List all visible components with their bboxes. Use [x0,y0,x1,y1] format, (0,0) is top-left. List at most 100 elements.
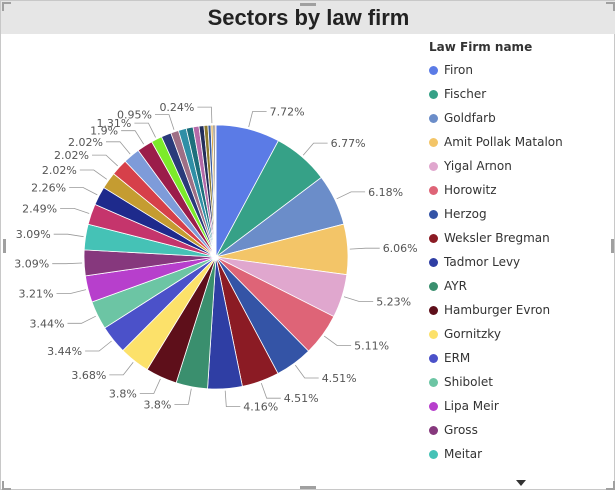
corner-handle-bottom-right [606,481,615,490]
legend-item[interactable]: AYR [429,274,609,298]
legend-marker [429,89,438,99]
chart-title: Sectors by law firm [207,5,410,30]
legend-item[interactable]: Hamburger Evron [429,298,609,322]
leader-line [336,191,366,200]
legend-item[interactable]: Gross [429,418,609,442]
legend-marker [429,257,438,267]
leader-line [53,233,84,238]
legend-marker [429,209,438,219]
leader-line [67,315,96,324]
legend-item[interactable]: Amit Pollak Matalon [429,130,609,154]
legend-item[interactable]: Shibolet [429,370,609,394]
resize-handle-left[interactable] [3,239,6,253]
legend-label: Meitar [444,447,483,461]
data-label: 3.44% [30,317,65,330]
legend-label: Fischer [444,87,487,101]
legend-title: Law Firm name [429,40,533,54]
legend-marker [429,401,438,411]
legend-label: Weksler Bregman [444,231,550,245]
leader-line [109,362,134,376]
legend-marker [429,353,438,363]
leader-line [139,378,161,394]
data-label: 3.21% [19,288,54,301]
leader-line [121,130,145,145]
leader-line [85,340,112,352]
corner-handle-top-right [606,2,615,11]
legend-marker [429,185,438,195]
leader-line [134,122,156,138]
data-label: 2.26% [31,182,66,195]
legend-item[interactable]: Goldfarb [429,106,609,130]
data-label: 0.95% [117,109,152,122]
data-label: 2.02% [54,149,89,162]
resize-handle-right[interactable] [611,239,614,253]
legend-scroll-down-icon[interactable] [516,480,526,486]
legend-label: Amit Pollak Matalon [444,135,563,149]
data-label: 3.09% [16,228,51,241]
leader-line [197,106,213,124]
legend-marker [429,137,438,147]
leader-line [302,142,328,156]
leader-line [155,114,175,130]
legend-marker [429,425,438,435]
data-label: 0.24% [159,101,194,114]
legend-item[interactable]: ERM [429,346,609,370]
resize-handle-top[interactable] [300,3,316,6]
data-label: 4.51% [284,392,319,405]
legend-marker [429,377,438,387]
legend[interactable]: Law Firm name Firon Fischer Goldfarb Amit P… [429,38,609,468]
leader-line [106,141,131,155]
legend-label: Hamburger Evron [444,303,551,317]
legend-label: Gross [444,423,478,437]
leader-line [92,154,118,167]
data-label: 4.51% [322,372,357,385]
legend-marker [429,161,438,171]
data-label: 2.02% [68,136,103,149]
legend-label: AYR [444,279,467,293]
leader-line [260,382,281,399]
data-label: 1.31% [96,117,131,130]
legend-marker [429,449,438,459]
leader-line [60,207,90,214]
legend-label: Gornitzky [444,327,501,341]
pie-slice[interactable] [214,124,217,258]
legend-label: Goldfarb [444,111,496,125]
legend-item[interactable]: Yigal Arnon [429,154,609,178]
legend-item[interactable]: Gornitzky [429,322,609,346]
legend-marker [429,233,438,243]
legend-item[interactable]: Meitar [429,442,609,466]
data-label: 3.68% [71,369,106,382]
data-label: 3.8% [143,398,171,411]
legend-label: Firon [444,63,473,77]
legend-marker [429,65,438,75]
legend-label: Shibolet [444,375,493,389]
leader-line [79,169,108,180]
pie-chart[interactable]: 7.72% 6.77% 6.18% 6.06% 5.23% 5.11% 4.51%4.51%… [1,34,421,489]
leader-line [294,364,319,379]
data-label: 5.11% [354,340,389,353]
corner-handle-bottom-left [2,481,11,490]
data-label: 4.16% [243,401,278,414]
legend-item[interactable]: Herzog [429,202,609,226]
legend-label: Tadmor Levy [444,255,521,269]
data-label: 2.49% [22,202,57,215]
data-label: 3.44% [47,345,82,358]
legend-label: Herzog [444,207,487,221]
resize-handle-bottom[interactable] [300,486,316,489]
legend-item[interactable]: Weksler Bregman [429,226,609,250]
data-label: 1.9% [90,125,118,138]
legend-item[interactable]: Fischer [429,82,609,106]
data-label: 2.02% [42,164,77,177]
corner-handle-top-left [2,2,11,11]
leader-line [69,187,98,196]
legend-item[interactable]: Horowitz [429,178,609,202]
legend-marker [429,305,438,315]
legend-marker [429,329,438,339]
data-label: 3.09% [14,258,49,271]
legend-item[interactable]: Lipa Meir [429,394,609,418]
legend-item[interactable]: Tadmor Levy [429,250,609,274]
leader-line [52,262,83,265]
legend-marker [429,281,438,291]
legend-item[interactable]: Firon [429,58,609,82]
